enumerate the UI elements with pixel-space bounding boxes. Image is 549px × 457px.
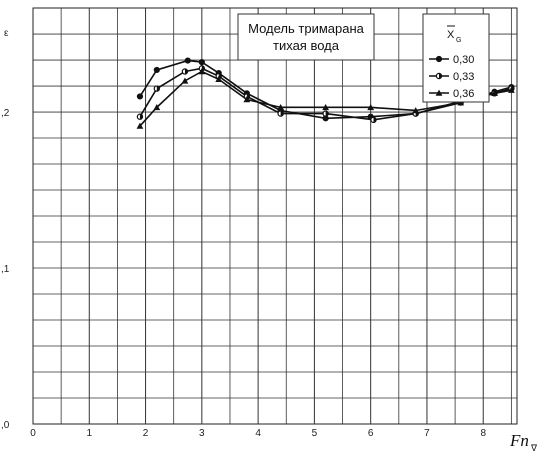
marker-half-fill: [139, 114, 143, 120]
tick-labels: 0 1 2 3 4 5 6 7 8 ,0 ,1 ,2: [1, 108, 486, 439]
marker-circle: [198, 59, 205, 66]
x-tick-label: 6: [368, 428, 374, 439]
x-tick-label: 0: [30, 428, 36, 439]
marker-triangle: [181, 77, 189, 84]
marker-triangle: [491, 89, 498, 97]
marker-circle: [184, 57, 191, 64]
marker-half-fill: [439, 73, 442, 79]
marker-triangle: [507, 86, 515, 93]
x-tick-label: 3: [199, 428, 205, 439]
marker-circle: [435, 55, 443, 63]
legend-label: 0,33: [453, 71, 474, 83]
legend-title: X: [447, 29, 455, 41]
x-tick-label: 7: [424, 428, 430, 439]
y-tick-label: ,0: [1, 420, 10, 431]
marker-triangle: [136, 122, 144, 129]
x-axis-label: Fn: [509, 431, 529, 450]
x-tick-label: 1: [86, 428, 92, 439]
title-box: Модель тримарана тихая вода: [237, 13, 375, 61]
marker-triangle: [215, 75, 223, 83]
x-tick-label: 2: [143, 428, 149, 439]
x-tick-label: 8: [480, 428, 486, 439]
legend-entry: 0,30: [429, 54, 474, 66]
marker-half-fill: [184, 68, 188, 75]
x-axis-label-sub: ∇: [530, 444, 538, 454]
marker-half-fill: [156, 86, 160, 92]
series-triangle: [136, 68, 515, 129]
legend-title-sub: G: [456, 37, 461, 44]
x-tick-label: 4: [255, 428, 261, 439]
title-box-frame: [237, 13, 375, 61]
legend: X G 0,30 0,33 0,36: [422, 13, 490, 103]
marker-half-fill: [325, 110, 329, 117]
marker-half-fill: [280, 110, 284, 117]
marker-triangle: [322, 103, 330, 111]
marker-triangle: [412, 107, 420, 114]
marker-triangle: [153, 103, 161, 111]
marker-circle: [153, 66, 160, 74]
marker-half-fill: [373, 117, 377, 123]
x-tick-label: 5: [312, 428, 318, 439]
legend-label: 0,36: [453, 88, 474, 100]
legend-label: 0,30: [453, 54, 474, 66]
marker-triangle: [277, 103, 285, 111]
marker-triangle: [243, 96, 251, 103]
legend-frame: [422, 13, 490, 103]
marker-triangle: [367, 103, 375, 111]
chart-title: Модель тримарана: [248, 21, 365, 36]
marker-triangle: [198, 68, 206, 75]
y-tick-label: ,2: [1, 108, 10, 119]
legend-entry: 0,33: [429, 71, 474, 83]
y-tick-label: ,1: [1, 264, 10, 275]
chart-subtitle: тихая вода: [273, 38, 340, 53]
legend-entry: 0,36: [429, 88, 474, 100]
y-axis-label: ε: [4, 28, 9, 39]
plot-frame: [32, 7, 518, 425]
grid: [32, 7, 518, 425]
marker-triangle: [435, 89, 443, 96]
marker-circle: [136, 93, 144, 100]
